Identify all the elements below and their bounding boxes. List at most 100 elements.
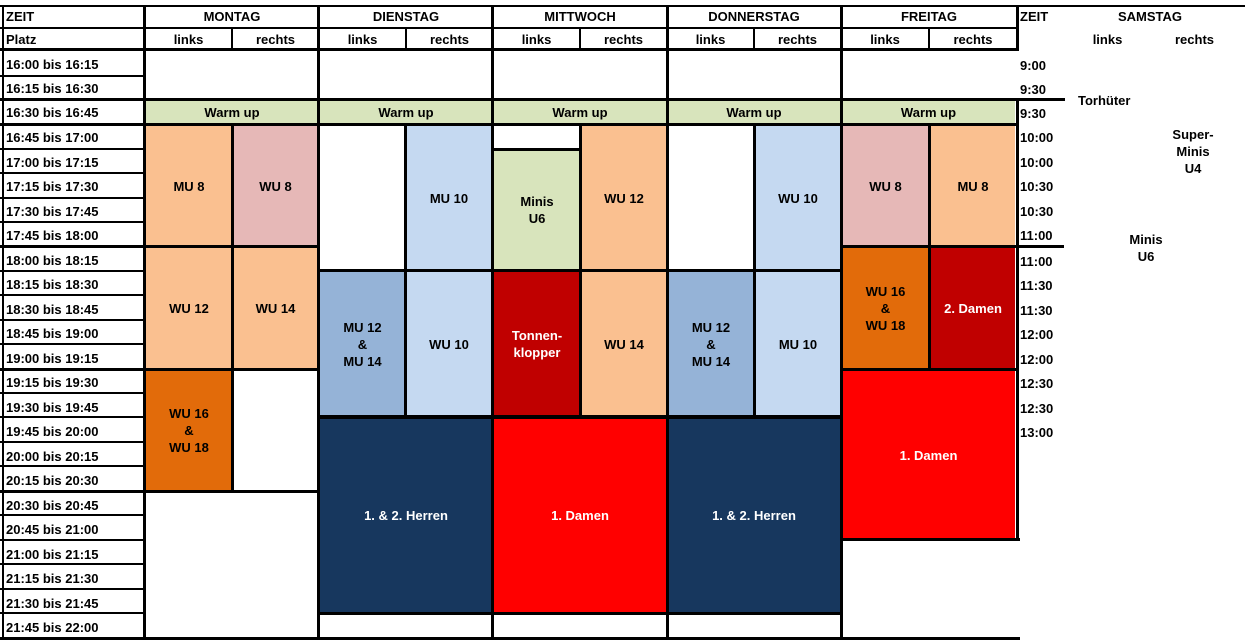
block-mi-tonnenklopper: Tonnen- klopper xyxy=(494,272,580,416)
grid-line xyxy=(842,538,1020,541)
header-day-samstag: SAMSTAG xyxy=(1117,9,1183,24)
grid-line xyxy=(842,245,1064,248)
grid-line xyxy=(0,490,319,493)
saturday-minis: Minis U6 xyxy=(1118,231,1174,265)
grid-line xyxy=(753,124,756,418)
warmup-label: Warm up xyxy=(378,105,434,120)
block-label: WU 8 xyxy=(259,178,292,194)
block-do-mu10: MU 10 xyxy=(756,272,840,416)
block-fr-damen1: 1. Damen xyxy=(842,371,1015,539)
time-label: 17:15 bis 17:30 xyxy=(6,179,99,194)
header-zeit-saturday: ZEIT xyxy=(1020,9,1049,24)
header-links: links xyxy=(347,32,378,47)
block-mo-mu8: MU 8 xyxy=(146,126,232,246)
block-label: MU 10 xyxy=(429,190,469,206)
block-label: 2. Damen xyxy=(944,301,1002,316)
grid-line xyxy=(0,27,1016,29)
block-di-mu1214: MU 12 & MU 14 xyxy=(320,272,405,416)
grid-line xyxy=(0,221,145,223)
saturday-time: 10:00 xyxy=(1020,155,1054,170)
grid-line xyxy=(1016,99,1019,539)
block-label: 1. Damen xyxy=(899,447,958,463)
time-label: 21:15 bis 21:30 xyxy=(6,571,99,586)
block-label: & xyxy=(357,336,368,352)
time-label: 18:30 bis 18:45 xyxy=(6,302,99,317)
block-label: WU 10 xyxy=(429,336,469,352)
grid-line xyxy=(0,441,145,443)
time-label: 18:00 bis 18:15 xyxy=(6,253,99,268)
block-label: MU 12 xyxy=(691,319,731,335)
header-day-dienstag: DIENSTAG xyxy=(372,9,440,24)
block-label: MU 12 xyxy=(343,319,382,335)
grid-line xyxy=(579,28,581,50)
block-mo-wu12: WU 12 xyxy=(146,248,232,369)
grid-line xyxy=(928,28,930,50)
warmup-label: Warm up xyxy=(204,105,260,120)
grid-line xyxy=(0,75,145,77)
grid-line xyxy=(143,5,146,640)
saturday-time: 9:30 xyxy=(1020,82,1047,97)
header-day-montag: MONTAG xyxy=(203,9,261,24)
block-label: WU 10 xyxy=(778,190,818,206)
block-label: WU 16 xyxy=(865,284,906,299)
saturday-time: 10:00 xyxy=(1020,130,1054,145)
time-label: 20:30 bis 20:45 xyxy=(6,498,99,513)
grid-line xyxy=(0,612,145,614)
block-fr-wu8: WU 8 xyxy=(842,126,929,246)
grid-line xyxy=(0,563,145,565)
block-label: 1. Damen xyxy=(551,508,609,523)
block-fr-wu1618: WU 16 & WU 18 xyxy=(842,248,929,369)
warmup-label: Warm up xyxy=(900,105,957,120)
header-links: links xyxy=(695,32,726,47)
block-mi-damen: 1. Damen xyxy=(494,419,666,612)
block-label: Minis xyxy=(520,194,554,209)
time-label: 17:00 bis 17:15 xyxy=(6,155,99,170)
header-zeit: ZEIT xyxy=(6,9,35,24)
block-fr-mu8: MU 8 xyxy=(931,126,1015,246)
block-mi-minis: Minis U6 xyxy=(494,150,580,270)
grid-line xyxy=(0,48,1016,51)
time-label: 16:45 bis 17:00 xyxy=(6,130,99,145)
grid-line xyxy=(0,123,1016,126)
block-do-herren: 1. & 2. Herren xyxy=(668,419,840,612)
block-label: WU 14 xyxy=(255,301,296,316)
block-label: 1. & 2. Herren xyxy=(364,508,448,523)
saturday-time: 9:30 xyxy=(1020,106,1047,121)
grid-line xyxy=(0,197,145,199)
block-di-wu10: WU 10 xyxy=(406,272,492,416)
time-label: 17:45 bis 18:00 xyxy=(6,228,99,243)
block-label: Minis xyxy=(1176,144,1210,159)
block-label: & xyxy=(880,301,891,316)
saturday-time: 11:00 xyxy=(1020,254,1053,269)
block-label: WU 18 xyxy=(169,440,209,455)
time-label: 20:00 bis 20:15 xyxy=(6,449,99,464)
block-label: MU 8 xyxy=(173,178,205,194)
header-rechts: rechts xyxy=(429,32,470,47)
grid-line xyxy=(494,148,580,151)
grid-line xyxy=(666,5,669,640)
time-label: 19:30 bis 19:45 xyxy=(6,400,99,415)
time-label: 20:45 bis 21:00 xyxy=(6,522,99,537)
time-label: 18:15 bis 18:30 xyxy=(6,277,99,292)
time-label: 20:15 bis 20:30 xyxy=(6,473,99,488)
block-di-mu10: MU 10 xyxy=(406,126,492,270)
saturday-time: 11:30 xyxy=(1020,303,1053,318)
saturday-time: 9:00 xyxy=(1020,58,1047,73)
saturday-time: 12:00 xyxy=(1020,352,1054,367)
grid-line xyxy=(0,245,319,248)
block-label: WU 12 xyxy=(604,190,644,206)
time-label: 16:30 bis 16:45 xyxy=(6,105,99,120)
block-label: Tonnen- xyxy=(511,328,563,343)
header-links: links xyxy=(1092,32,1123,47)
block-do-wu10: WU 10 xyxy=(756,126,840,270)
grid-line xyxy=(405,28,407,50)
saturday-time: 12:30 xyxy=(1020,401,1054,416)
grid-line xyxy=(0,637,1020,640)
block-label: WU 18 xyxy=(865,318,906,333)
warmup-freitag: Warm up xyxy=(842,101,1015,124)
block-do-mu1214: MU 12 & MU 14 xyxy=(668,272,754,416)
header-links: links xyxy=(173,32,204,47)
block-label: U6 xyxy=(1137,249,1155,264)
grid-line xyxy=(0,514,145,516)
block-mo-wu14: WU 14 xyxy=(233,248,318,369)
